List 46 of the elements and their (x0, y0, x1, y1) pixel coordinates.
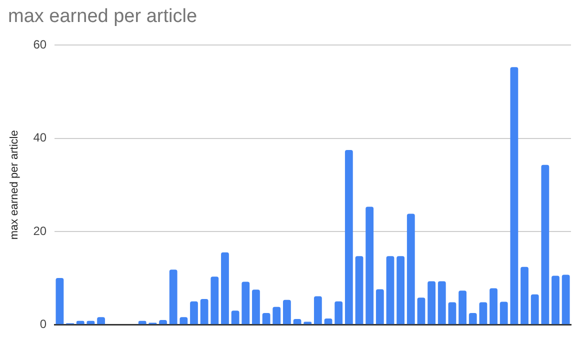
bar (366, 206, 374, 324)
bar (97, 317, 105, 324)
bar (190, 301, 198, 324)
bar (541, 164, 550, 324)
bar (479, 302, 488, 324)
bar (520, 266, 528, 324)
bar (56, 278, 64, 324)
bar (242, 282, 250, 324)
bar (252, 290, 260, 324)
bar (468, 312, 477, 324)
bar (448, 302, 456, 324)
bar (510, 67, 518, 324)
bar (210, 276, 219, 324)
bar (293, 319, 302, 324)
bar (417, 298, 426, 324)
y-tick-label: 60 (33, 38, 47, 52)
bar (458, 290, 466, 324)
bar (562, 274, 570, 324)
bar (200, 298, 208, 324)
bar (490, 288, 498, 324)
bar (530, 294, 539, 324)
bar (231, 310, 240, 324)
bar (428, 281, 436, 324)
y-tick-label: 40 (33, 130, 47, 145)
bar (180, 317, 188, 324)
bar (386, 256, 394, 324)
bar (438, 281, 446, 324)
bar (344, 150, 353, 324)
bar (406, 214, 415, 324)
chart-title: max earned per article (8, 6, 198, 28)
bar (500, 302, 508, 324)
bar (552, 276, 560, 324)
bar (169, 270, 178, 324)
y-tick-label: 0 (40, 316, 47, 331)
bar (334, 301, 343, 324)
bar (396, 256, 405, 324)
bar (262, 312, 270, 324)
bar (283, 300, 291, 324)
bar (221, 252, 229, 324)
bar (355, 256, 364, 324)
y-tick-label: 20 (33, 224, 47, 238)
bar (272, 306, 281, 324)
bar (324, 318, 332, 324)
y-axis-title: max earned per article (8, 130, 21, 240)
bar (314, 296, 322, 324)
bar (376, 289, 384, 324)
